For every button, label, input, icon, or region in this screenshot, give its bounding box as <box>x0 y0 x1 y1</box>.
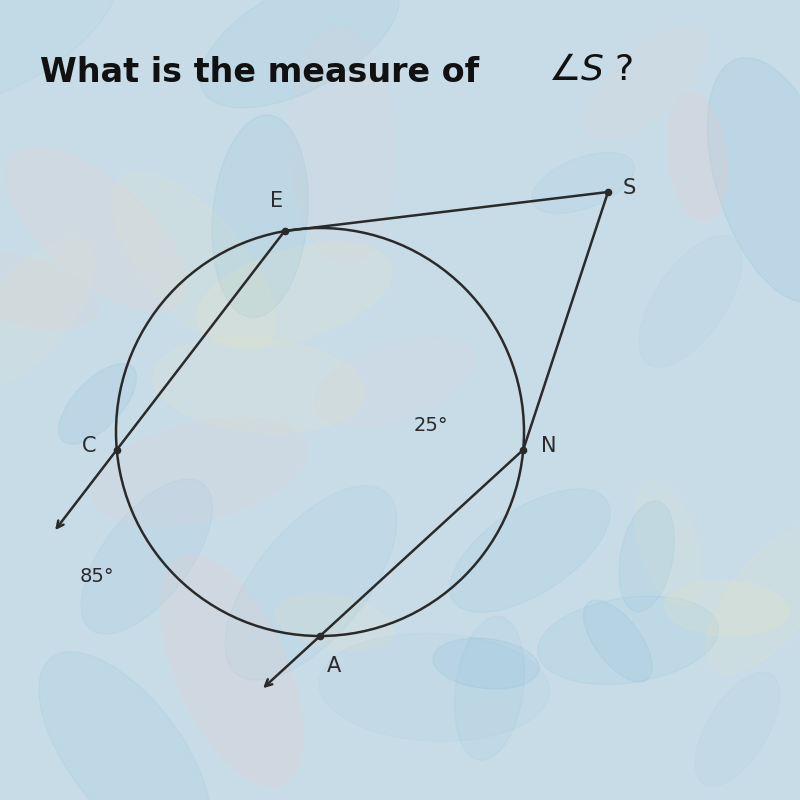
Ellipse shape <box>289 27 394 264</box>
Ellipse shape <box>583 600 652 682</box>
Ellipse shape <box>112 173 275 352</box>
Ellipse shape <box>433 638 539 689</box>
Ellipse shape <box>665 581 789 636</box>
Text: E: E <box>270 191 283 211</box>
Ellipse shape <box>6 148 185 311</box>
Ellipse shape <box>538 596 718 685</box>
Ellipse shape <box>212 115 308 318</box>
Ellipse shape <box>275 594 393 650</box>
Ellipse shape <box>92 418 307 526</box>
Ellipse shape <box>707 58 800 302</box>
Text: S: S <box>622 178 636 198</box>
Ellipse shape <box>197 243 391 346</box>
Text: $\angle \mathit{S}$ ?: $\angle \mathit{S}$ ? <box>548 52 634 86</box>
Ellipse shape <box>619 501 674 612</box>
Ellipse shape <box>695 672 780 786</box>
Ellipse shape <box>639 235 742 367</box>
Ellipse shape <box>0 252 98 330</box>
Ellipse shape <box>532 153 634 214</box>
Ellipse shape <box>58 363 137 444</box>
Ellipse shape <box>39 652 210 800</box>
Ellipse shape <box>81 479 212 634</box>
Ellipse shape <box>319 634 550 742</box>
Text: What is the measure of: What is the measure of <box>40 56 490 89</box>
Text: 85°: 85° <box>80 566 114 586</box>
Ellipse shape <box>635 480 702 606</box>
Ellipse shape <box>450 489 610 612</box>
Ellipse shape <box>200 0 399 108</box>
Text: 25°: 25° <box>414 416 449 435</box>
Ellipse shape <box>314 337 475 427</box>
Ellipse shape <box>0 0 120 103</box>
Ellipse shape <box>706 524 800 673</box>
Ellipse shape <box>585 27 707 139</box>
Ellipse shape <box>0 238 95 386</box>
Text: N: N <box>541 436 556 456</box>
Text: C: C <box>82 436 97 456</box>
Ellipse shape <box>454 617 525 761</box>
Ellipse shape <box>161 555 303 786</box>
Ellipse shape <box>153 337 364 433</box>
Text: A: A <box>327 656 342 676</box>
Ellipse shape <box>667 92 727 222</box>
Ellipse shape <box>225 486 397 680</box>
